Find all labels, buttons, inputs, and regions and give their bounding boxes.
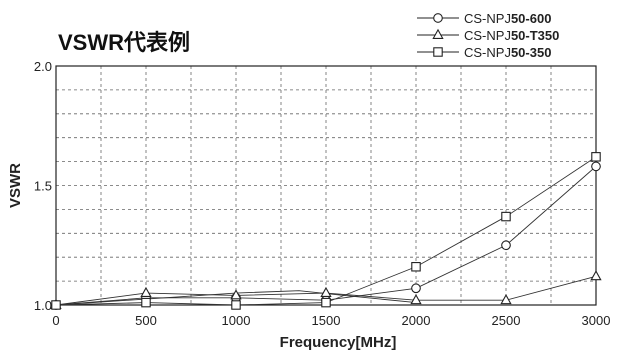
legend-item: CS-NPJ50-T350: [417, 28, 559, 43]
legend-marker-square: [433, 47, 443, 57]
legend-item: CS-NPJ50-600: [417, 11, 551, 26]
data-point-triangle: [500, 293, 512, 305]
y-axis-ticks: 1.0 1.5 2.0: [34, 59, 52, 313]
data-point-square: [501, 211, 511, 222]
data-point-triangle: [230, 289, 242, 300]
data-point-square: [141, 297, 151, 308]
data-point-triangle: [320, 286, 332, 298]
x-tick-label: 1500: [312, 313, 341, 328]
data-point-square: [321, 297, 331, 308]
series-square: [51, 152, 601, 310]
x-tick-label: 0: [52, 313, 59, 328]
legend-label: CS-NPJ50-350: [464, 45, 551, 60]
x-axis-label: Frequency[MHz]: [280, 334, 397, 351]
data-point-circle: [501, 240, 511, 251]
y-tick-label: 1.5: [34, 179, 52, 194]
x-tick-label: 3000: [582, 313, 611, 328]
y-axis-label: VSWR: [7, 163, 24, 208]
x-tick-label: 2000: [402, 313, 431, 328]
grid: [56, 66, 596, 305]
data-point-square: [51, 300, 61, 310]
data-point-triangle: [140, 286, 152, 298]
legend: CS-NPJ50-600 CS-NPJ50-T350 CS-NPJ50-350: [417, 11, 559, 60]
legend-label: CS-NPJ50-600: [464, 11, 551, 26]
data-point-circle: [591, 161, 601, 172]
legend-item: CS-NPJ50-350: [417, 45, 551, 60]
extra-trace-line: [55, 290, 417, 306]
data-point-square: [591, 152, 601, 162]
y-tick-label: 2.0: [34, 59, 52, 74]
legend-label: CS-NPJ50-T350: [464, 28, 559, 43]
y-tick-label: 1.0: [34, 298, 52, 313]
legend-marker-circle: [433, 13, 443, 23]
data-point-triangle: [410, 293, 422, 305]
x-tick-label: 500: [135, 313, 157, 328]
data-point-triangle: [590, 270, 602, 281]
series-layer: [50, 152, 602, 310]
x-tick-label: 1000: [222, 313, 251, 328]
x-axis-ticks: 0 500 1000 1500 2000 2500 3000: [52, 313, 610, 328]
data-point-square: [411, 262, 421, 272]
data-point-square: [231, 300, 241, 310]
x-tick-label: 2500: [492, 313, 521, 328]
data-point-circle: [411, 283, 421, 294]
chart-title: VSWR代表例: [58, 30, 190, 55]
legend-marker-triangle: [432, 28, 444, 39]
